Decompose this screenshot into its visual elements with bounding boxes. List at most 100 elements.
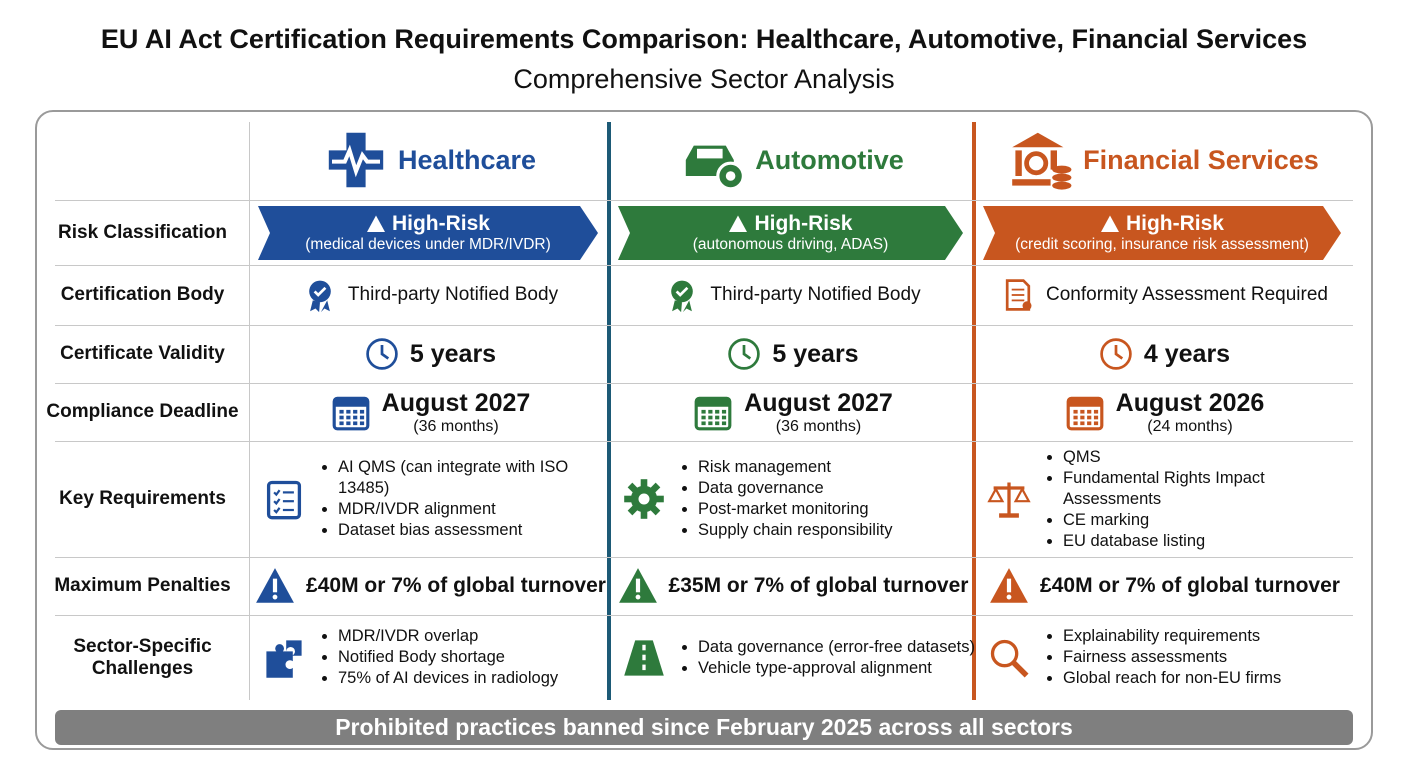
icon-shape xyxy=(722,409,727,414)
icon-shape xyxy=(273,489,281,497)
icon-shape xyxy=(1086,415,1091,420)
icon-shape xyxy=(339,409,344,414)
icon-shape xyxy=(1079,415,1085,420)
column-divider xyxy=(607,122,611,700)
icon-shape xyxy=(1073,421,1078,426)
risk-detail: (credit scoring, insurance risk assessme… xyxy=(1015,236,1309,253)
banner-shape xyxy=(618,206,963,260)
bank-icon xyxy=(1012,132,1072,190)
row-label: Sector-Specific Challenges xyxy=(73,635,212,679)
table-cell: Automotive xyxy=(610,120,975,200)
icon-shape xyxy=(1073,409,1078,414)
icon-shape xyxy=(635,578,640,593)
row-divider xyxy=(55,200,1353,201)
bullet-item: Explainability requirements xyxy=(1063,626,1281,647)
icon-shape xyxy=(635,594,640,600)
icon-shape xyxy=(359,409,364,414)
bullet-item: 75% of AI devices in radiology xyxy=(338,668,558,689)
table-cell: August 2026 (24 months) xyxy=(975,383,1353,441)
icon-shape xyxy=(726,171,736,181)
calendar-icon xyxy=(694,396,732,431)
icon-shape xyxy=(1006,594,1012,600)
icon-shape xyxy=(722,415,727,420)
row-label: Maximum Penalties xyxy=(54,575,231,596)
risk-detail: (autonomous driving, ADAS) xyxy=(692,236,889,253)
icon-shape xyxy=(1067,398,1102,407)
table-cell: Data governance (error-free datasets)Veh… xyxy=(610,615,975,700)
table-cell: £40M or 7% of global turnover xyxy=(250,557,610,615)
icon-shape xyxy=(999,513,1019,518)
icon-shape xyxy=(990,639,1019,667)
icon-shape xyxy=(743,345,752,360)
icon-shape xyxy=(286,639,302,656)
icon-shape xyxy=(715,421,720,426)
icon-shape xyxy=(1052,181,1072,190)
icon-shape xyxy=(1022,301,1032,311)
risk-text: High-Risk (credit scoring, insurance risk… xyxy=(983,206,1341,260)
bullet-item: Fairness assessments xyxy=(1063,647,1281,668)
icon-shape xyxy=(313,286,327,297)
bullet-item: Supply chain responsibility xyxy=(698,520,892,541)
bullet-item: AI QMS (can integrate with ISO 13485) xyxy=(338,457,610,499)
row-label: Risk Classification xyxy=(58,221,227,243)
clock-icon xyxy=(728,338,761,370)
warning-icon xyxy=(366,215,385,232)
risk-level-row: High-Risk xyxy=(258,212,598,236)
badge-icon xyxy=(671,280,694,313)
clock-icon xyxy=(366,338,398,370)
row-label: Key Requirements xyxy=(59,488,226,509)
footer-banner: Prohibited practices banned since Februa… xyxy=(55,710,1353,745)
icon-shape xyxy=(696,398,730,407)
icon-shape xyxy=(1006,578,1012,593)
bullet-list: Risk managementData governancePost-marke… xyxy=(680,457,892,541)
icon-shape xyxy=(708,421,713,426)
warning-icon xyxy=(1100,215,1119,232)
icon-shape xyxy=(352,415,357,420)
bullet-item: Global reach for non-EU firms xyxy=(1063,668,1281,689)
bullet-list: AI QMS (can integrate with ISO 13485)MDR… xyxy=(320,457,610,541)
icon-shape xyxy=(374,228,378,231)
table-cell: Financial Services xyxy=(975,120,1353,200)
risk-text: High-Risk (medical devices under MDR/IVDR… xyxy=(258,206,598,260)
icon-shape xyxy=(1086,409,1091,414)
table-cell: Third-party Notified Body xyxy=(250,265,610,325)
icon-shape xyxy=(987,486,1031,503)
warning-icon xyxy=(990,568,1028,603)
bullet-list: QMSFundamental Rights Impact Assessments… xyxy=(1045,447,1353,552)
penalty: £40M or 7% of global turnover xyxy=(1040,574,1340,597)
icon-shape xyxy=(272,594,278,600)
risk-level: High-Risk xyxy=(754,212,853,235)
certification-body: Third-party Notified Body xyxy=(710,284,921,305)
bullet-list: MDR/IVDR overlapNotified Body shortage75… xyxy=(320,626,558,689)
icon-shape xyxy=(1050,150,1058,170)
bullet-item: MDR/IVDR alignment xyxy=(338,499,610,520)
table-cell: Third-party Notified Body xyxy=(610,265,975,325)
icon-shape xyxy=(708,409,713,414)
icon-shape xyxy=(359,421,364,426)
penalty: £40M or 7% of global turnover xyxy=(306,574,606,597)
bullet-item: Post-market monitoring xyxy=(698,499,892,520)
validity: 5 years xyxy=(772,339,859,368)
table-cell: 5 years xyxy=(250,325,610,383)
risk-level-row: High-Risk xyxy=(983,212,1341,236)
icon-shape xyxy=(1005,279,1031,311)
icon-shape xyxy=(676,286,689,297)
risk-level: High-Risk xyxy=(1125,212,1224,235)
icon-shape xyxy=(1093,421,1098,426)
row-label: Certificate Validity xyxy=(60,343,225,364)
puzzle-icon xyxy=(266,639,302,678)
page-subtitle: Comprehensive Sector Analysis xyxy=(513,64,895,94)
icon-shape xyxy=(339,415,344,420)
cross-icon xyxy=(328,132,384,188)
bullet-item: Data governance (error-free datasets) xyxy=(698,637,975,658)
magnifier-icon xyxy=(990,639,1029,678)
sector-name: Healthcare xyxy=(397,144,537,175)
deadline-text: August 2027 (36 months) xyxy=(744,389,893,436)
icon-shape xyxy=(266,480,302,520)
banner-shape xyxy=(258,206,598,260)
icon-shape xyxy=(1024,151,1049,176)
icon-shape xyxy=(333,398,368,407)
road-icon xyxy=(624,639,664,676)
bullet-list: Data governance (error-free datasets)Veh… xyxy=(680,637,975,679)
deadline-text: August 2027 (36 months) xyxy=(382,389,531,436)
